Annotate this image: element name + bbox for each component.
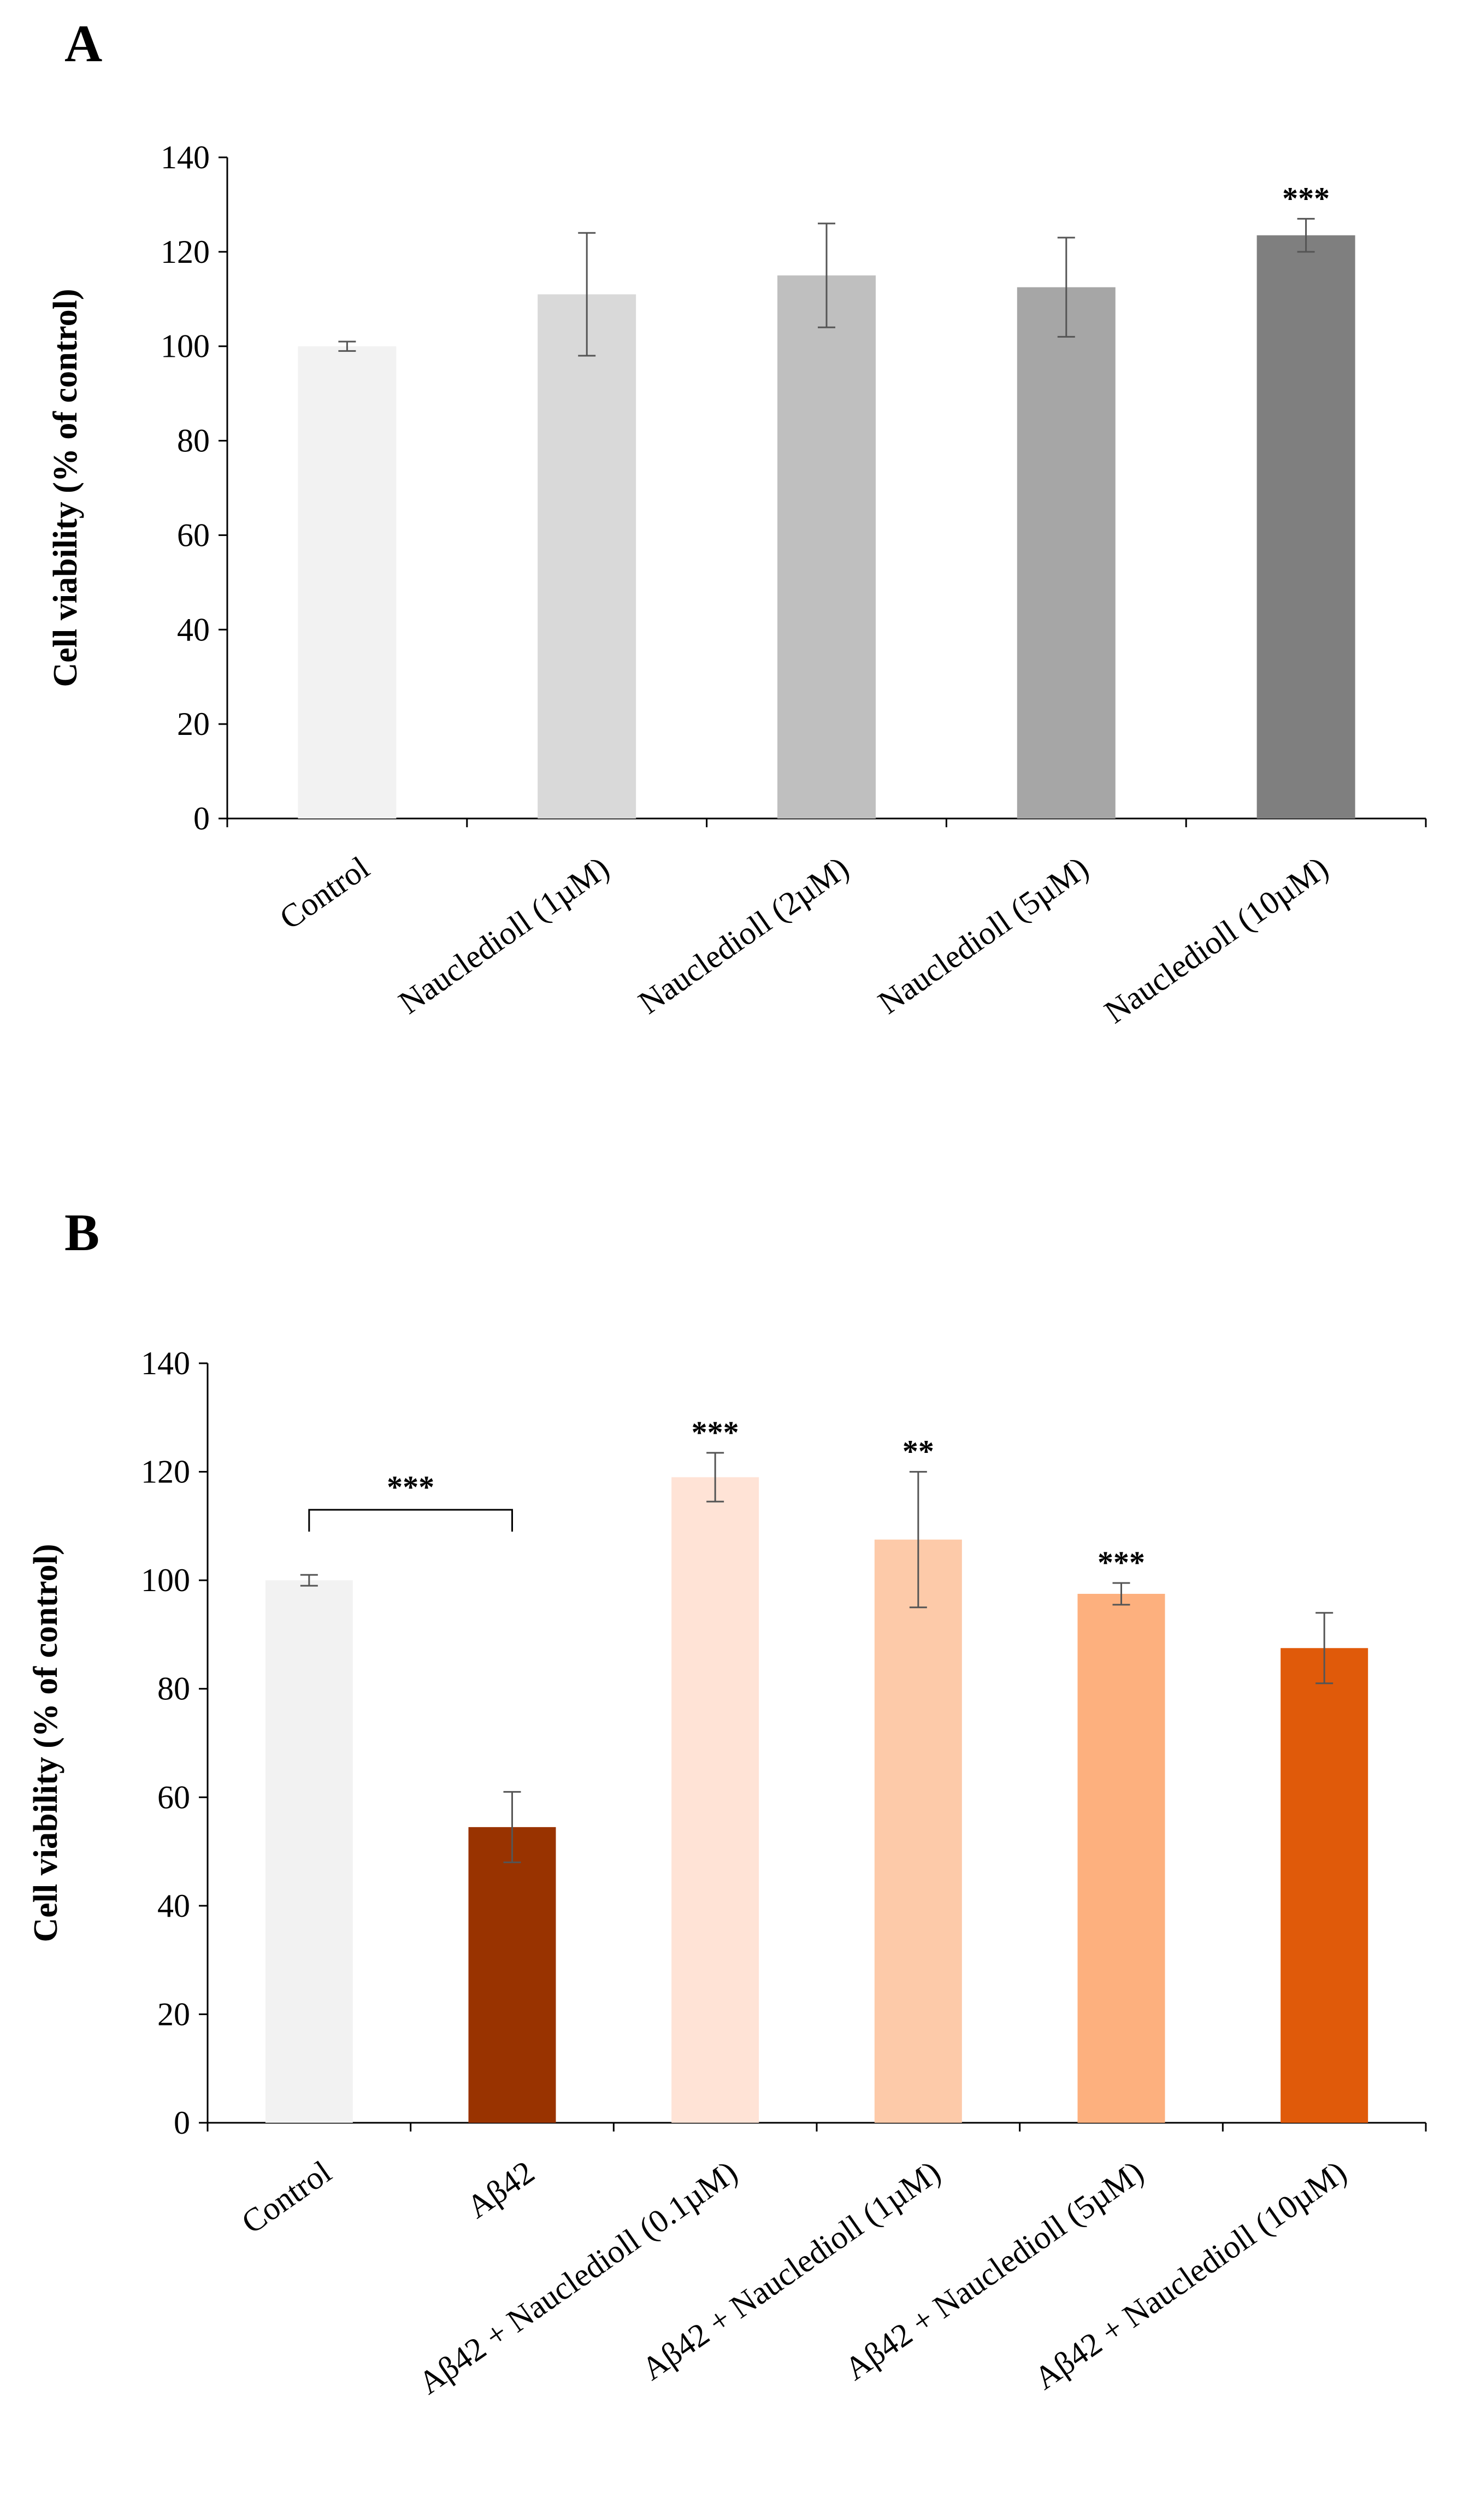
chart-b: 0 20 40 60 80 100 120 140 Cell viability (% of c… [27, 1345, 1427, 2401]
bar-2 [468, 1827, 556, 2123]
bar-1 [265, 1580, 353, 2123]
y-axis-label: Cell viability (% of control) [47, 289, 84, 687]
significance-label: ** [902, 1434, 934, 1469]
y-tick-label: 0 [193, 800, 210, 837]
y-tick-label: 120 [141, 1454, 190, 1490]
y-tick-label: 100 [161, 328, 210, 364]
bar-2 [538, 294, 636, 819]
panel-b-letter: B [64, 1203, 99, 1262]
y-tick-label: 40 [157, 1888, 190, 1924]
bar-4 [874, 1539, 962, 2123]
bar-1 [298, 346, 397, 819]
x-category-label: Control [235, 2154, 338, 2241]
y-tick-label: 40 [177, 611, 210, 647]
y-tick-label: 20 [157, 1996, 190, 2032]
panel-a-letter: A [64, 14, 102, 73]
y-tick-label: 140 [161, 139, 210, 175]
x-category-label: Naucledioll (5µM) [871, 850, 1095, 1021]
bar-5 [1077, 1593, 1165, 2123]
significance-label: *** [692, 1415, 739, 1450]
x-category-label: Aβ42 [460, 2154, 541, 2225]
x-category-label: Aβ42 + Naucledioll (0.1µM) [412, 2154, 744, 2401]
bracket-significance-label: *** [387, 1469, 434, 1505]
x-category-label: Naucledioll (1µM) [392, 850, 616, 1021]
bar-3 [671, 1477, 759, 2123]
x-category-label: Naucledioll (2µM) [632, 850, 856, 1021]
y-tick-label: 0 [174, 2105, 190, 2141]
y-tick-label: 80 [177, 423, 210, 459]
bar-4 [1017, 287, 1116, 819]
y-tick-label: 120 [161, 234, 210, 270]
y-tick-label: 20 [177, 706, 210, 742]
y-tick-label: 60 [177, 517, 210, 553]
x-category-label: Control [273, 850, 376, 937]
significance-label: *** [1282, 180, 1330, 216]
x-category-label: Naucledioll (10µM) [1098, 850, 1335, 1031]
bar-6 [1281, 1648, 1368, 2123]
y-tick-label: 140 [141, 1345, 190, 1381]
y-tick-label: 100 [141, 1562, 190, 1598]
bar-3 [777, 275, 876, 819]
significance-bracket [308, 1509, 513, 1532]
chart-a: 0 20 40 60 80 100 120 140 Cell viability (% of c… [47, 139, 1427, 1031]
y-tick-label: 80 [157, 1671, 190, 1707]
y-tick-label: 60 [157, 1779, 190, 1815]
bar-5 [1256, 235, 1355, 819]
y-axis-label: Cell viability (% of control) [27, 1544, 64, 1942]
significance-label: *** [1098, 1545, 1145, 1580]
